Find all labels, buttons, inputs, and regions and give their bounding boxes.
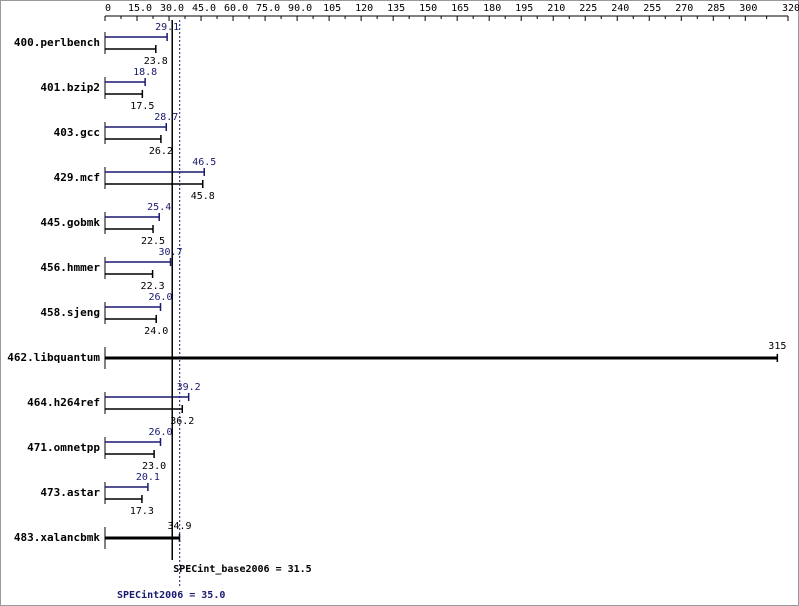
value-label: 22.5 [141, 236, 165, 247]
x-tick-label: 75.0 [256, 3, 280, 14]
benchmark-name: 403.gcc [54, 126, 100, 139]
x-tick-label: 255 [643, 3, 661, 14]
benchmark-name: 458.sjeng [40, 306, 100, 319]
x-tick-label: 320 [782, 3, 799, 14]
benchmark-name: 456.hmmer [40, 261, 100, 274]
x-tick-label: 45.0 [192, 3, 216, 14]
x-tick-label: 225 [579, 3, 597, 14]
x-tick-label: 120 [355, 3, 373, 14]
value-label: 23.0 [142, 461, 166, 472]
value-label: 17.5 [130, 101, 154, 112]
x-tick-label: 240 [611, 3, 629, 14]
x-tick-label: 15.0 [128, 3, 152, 14]
benchmark-name: 483.xalancbmk [14, 531, 100, 544]
value-label: 23.8 [144, 56, 168, 67]
x-tick-label: 210 [547, 3, 565, 14]
x-tick-label: 135 [387, 3, 405, 14]
x-tick-label: 285 [707, 3, 725, 14]
x-tick-label: 300 [739, 3, 757, 14]
x-tick-label: 30.0 [160, 3, 184, 14]
value-label: 46.5 [192, 157, 216, 168]
value-label: 24.0 [144, 326, 168, 337]
x-tick-label: 180 [483, 3, 501, 14]
value-label: 18.8 [133, 67, 157, 78]
benchmark-name: 429.mcf [54, 171, 100, 184]
value-label: 20.1 [136, 472, 160, 483]
value-label: 315 [768, 341, 786, 352]
value-label: 34.9 [167, 521, 191, 532]
x-tick-label: 270 [675, 3, 693, 14]
x-tick-label: 60.0 [224, 3, 248, 14]
value-label: 30.7 [158, 247, 182, 258]
value-label: 25.4 [147, 202, 171, 213]
reference-label: SPECint2006 = 35.0 [117, 589, 225, 601]
value-label: 39.2 [177, 382, 201, 393]
benchmark-name: 445.gobmk [40, 216, 100, 229]
value-label: 36.2 [170, 416, 194, 427]
benchmark-name: 473.astar [40, 486, 100, 499]
value-label: 26.0 [148, 292, 172, 303]
benchmark-name: 400.perlbench [14, 36, 100, 49]
value-label: 17.3 [130, 506, 154, 517]
reference-label: SPECint_base2006 = 31.5 [173, 563, 311, 575]
value-label: 28.7 [154, 112, 178, 123]
x-tick-label: 195 [515, 3, 533, 14]
x-tick-label: 150 [419, 3, 437, 14]
benchmark-name: 401.bzip2 [40, 81, 100, 94]
value-label: 26.2 [149, 146, 173, 157]
value-label: 22.3 [141, 281, 165, 292]
value-label: 26.0 [148, 427, 172, 438]
value-label: 29.1 [155, 22, 179, 33]
benchmark-name: 471.omnetpp [27, 441, 100, 454]
x-tick-label: 165 [451, 3, 469, 14]
x-tick-label: 90.0 [288, 3, 312, 14]
benchmark-name: 464.h264ref [27, 396, 100, 409]
x-tick-label: 0 [105, 3, 111, 14]
benchmark-name: 462.libquantum [7, 351, 100, 364]
value-label: 45.8 [191, 191, 215, 202]
x-tick-label: 105 [323, 3, 341, 14]
